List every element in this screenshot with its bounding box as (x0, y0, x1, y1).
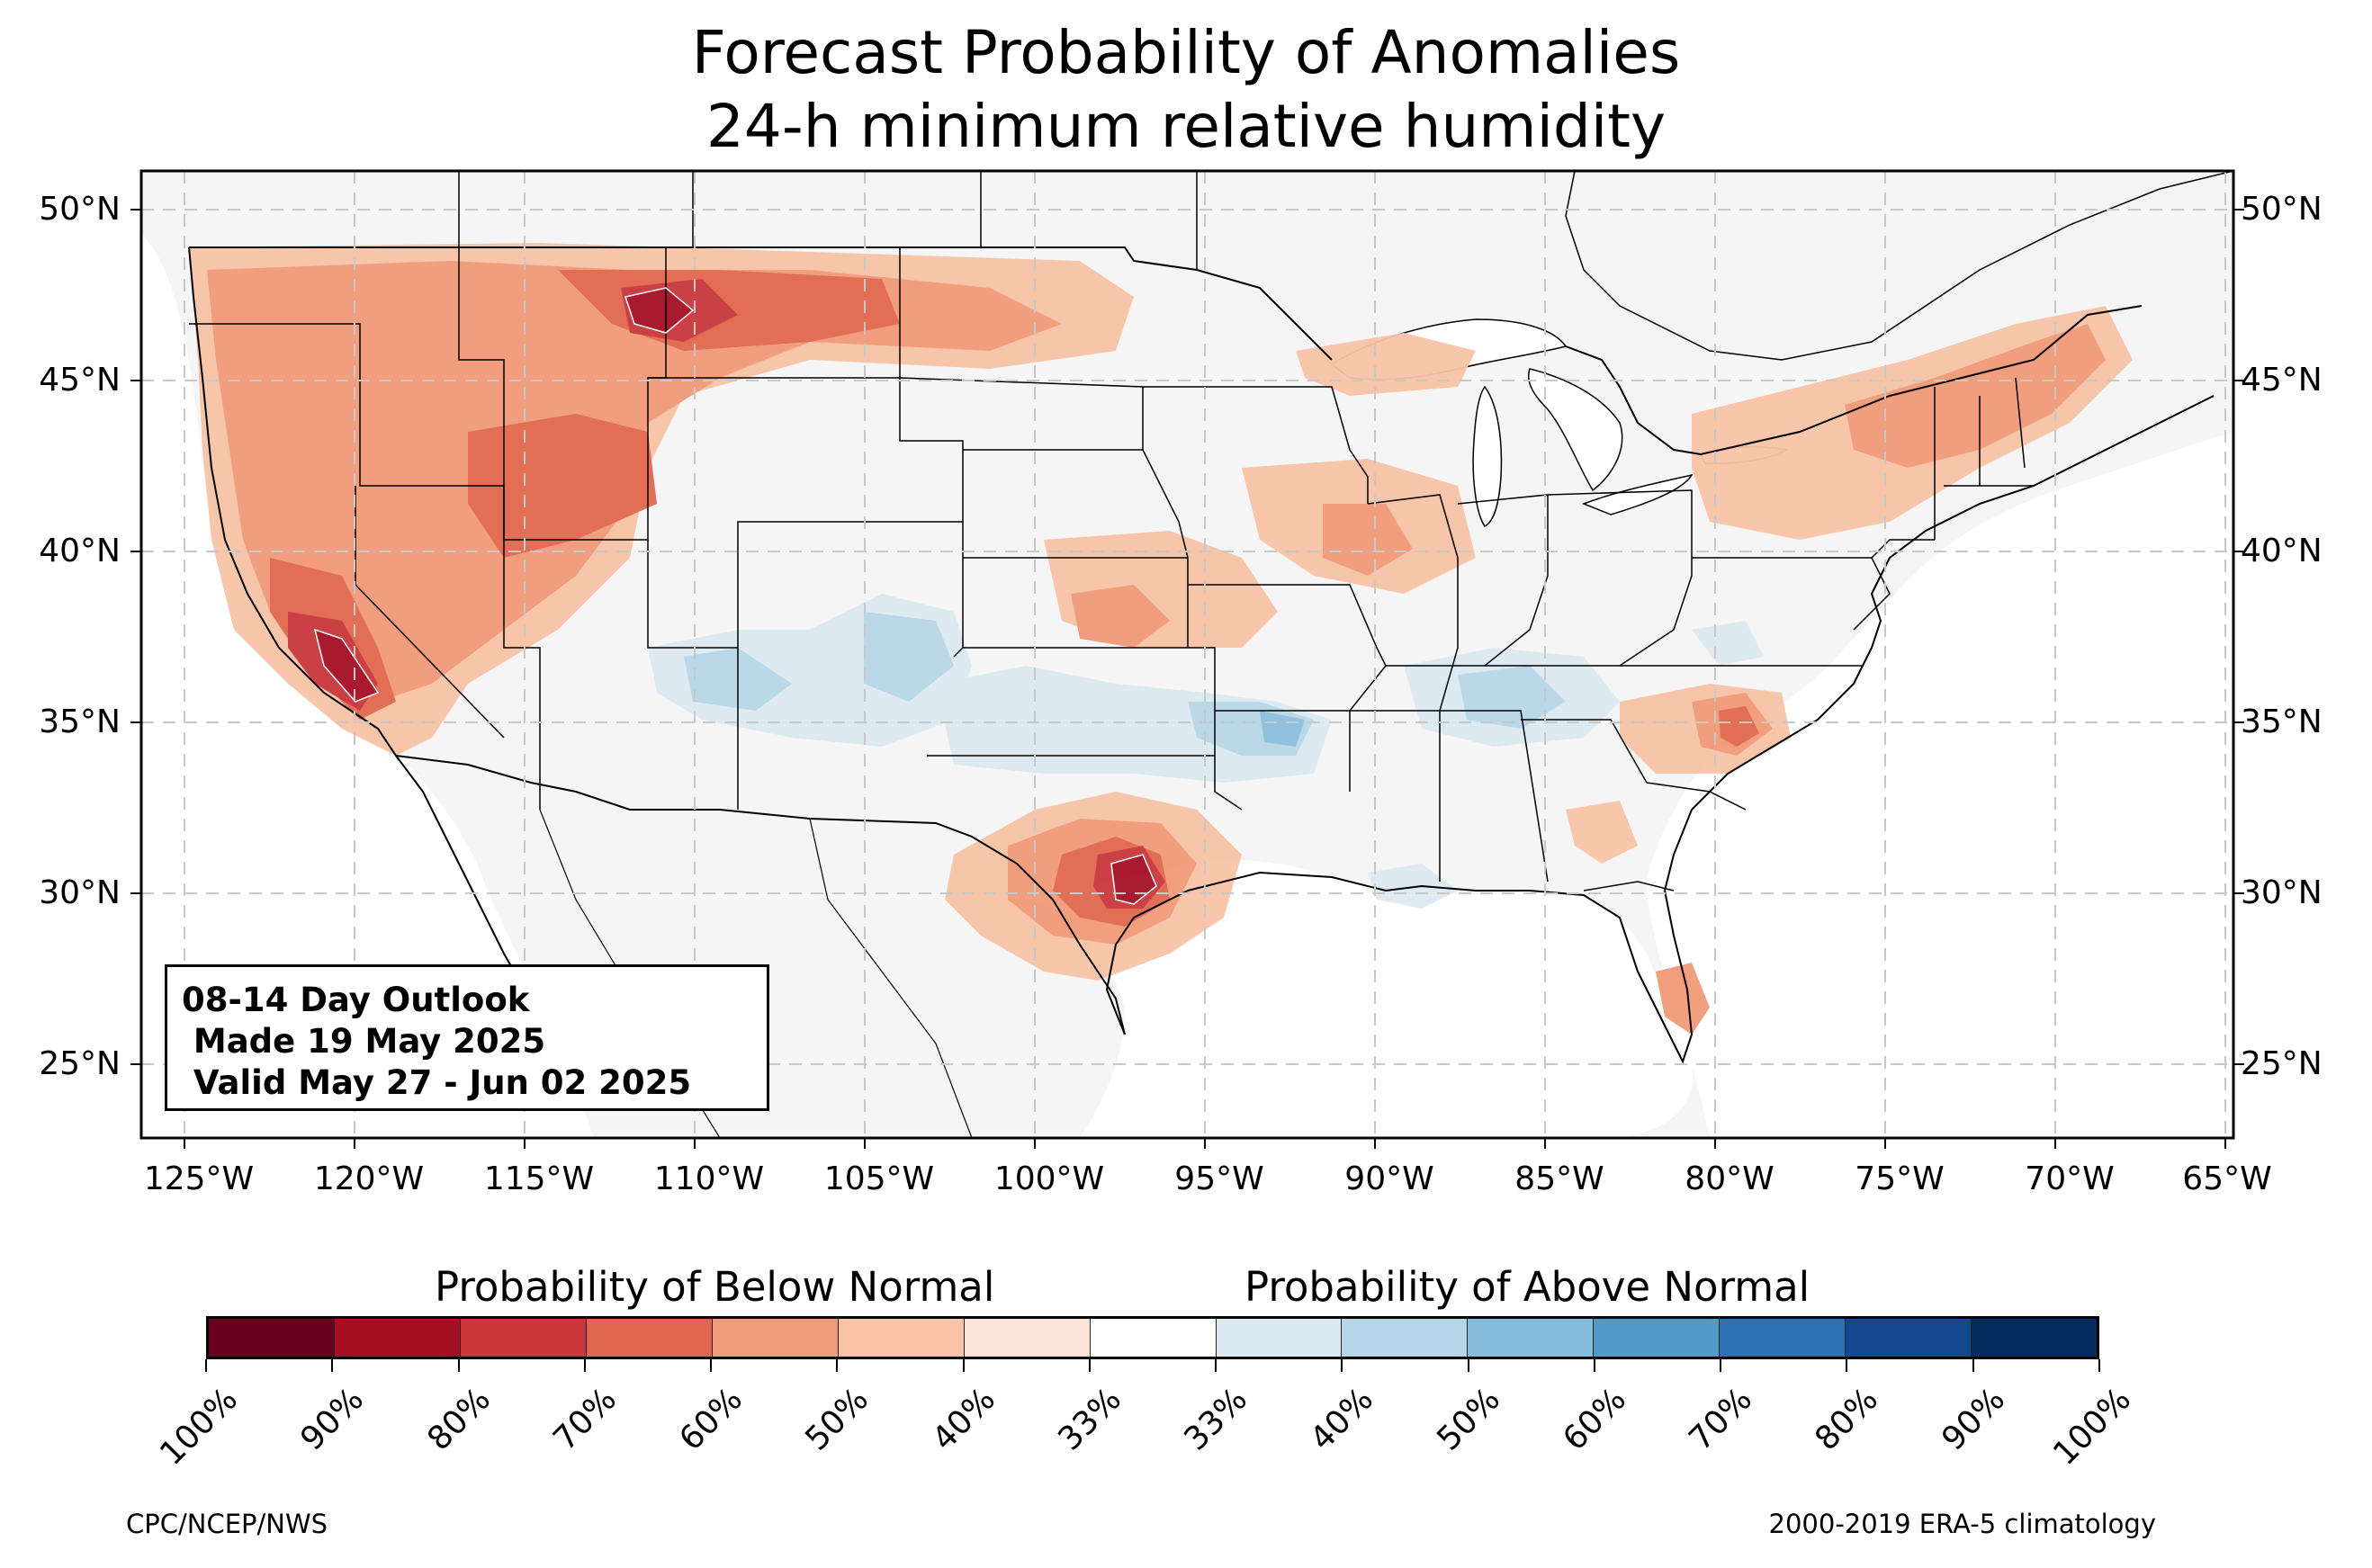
colorbar-tick (2098, 1359, 2100, 1372)
colorbar-tick (1215, 1359, 1217, 1372)
colorbar (206, 1316, 2099, 1359)
colorbar-tick (331, 1359, 334, 1372)
colorbar-segment (1846, 1319, 1972, 1357)
colorbar-tick (1467, 1359, 1469, 1372)
lon-label: 80°W (1685, 1160, 1775, 1197)
outlook-period: 08-14 Day Outlook (182, 981, 530, 1019)
lon-label: 65°W (2182, 1160, 2272, 1197)
lon-label: 75°W (1855, 1160, 1945, 1197)
lat-label-left: 50°N (39, 191, 121, 228)
colorbar-segment (1216, 1319, 1343, 1357)
axis-ticks (130, 209, 2244, 1149)
lat-label-left: 35°N (39, 703, 121, 740)
colorbar-tick (962, 1359, 965, 1372)
east-coast (1664, 395, 2215, 892)
lat-label-left: 30°N (39, 874, 121, 911)
lat-label-right: 50°N (2241, 191, 2323, 228)
lon-label: 95°W (1174, 1160, 1264, 1197)
colorbar-segment (1342, 1319, 1469, 1357)
west-coast (188, 246, 577, 1080)
colorbar-segment (1972, 1319, 2098, 1357)
colorbar-tick (583, 1359, 586, 1372)
lat-label-left: 45°N (39, 362, 121, 399)
outlook-valid-range: Valid May 27 - Jun 02 2025 (182, 1063, 692, 1102)
colorbar-segment (1468, 1319, 1595, 1357)
state-boundaries (189, 247, 2034, 892)
lon-label: 120°W (313, 1160, 425, 1197)
lon-label: 115°W (483, 1160, 595, 1197)
colorbar-below-title: Probability of Below Normal (435, 1263, 995, 1311)
lat-label-right: 45°N (2241, 362, 2323, 399)
lon-label: 110°W (653, 1160, 765, 1197)
lon-label: 105°W (823, 1160, 935, 1197)
outlook-info-box: 08-14 Day Outlook Made 19 May 2025 Valid… (165, 964, 769, 1111)
colorbar-segment (460, 1319, 587, 1357)
pacific-ocean (141, 171, 594, 1138)
lon-label: 100°W (993, 1160, 1105, 1197)
gridlines (141, 171, 2233, 1138)
below-normal-shading (189, 243, 2133, 1035)
colorbar-segment (1720, 1319, 1846, 1357)
colorbar-tick (457, 1359, 460, 1372)
lon-label: 70°W (2025, 1160, 2115, 1197)
lon-label: 85°W (1514, 1160, 1604, 1197)
lat-label-right: 25°N (2241, 1045, 2323, 1082)
lat-label-left: 25°N (39, 1045, 121, 1082)
chart-subtitle: 24-h minimum relative humidity (705, 92, 1667, 161)
colorbar-segment (1594, 1319, 1721, 1357)
colorbar-tick (1341, 1359, 1343, 1372)
lat-label-right: 30°N (2241, 874, 2323, 911)
lake-huron (1528, 368, 1623, 492)
colorbar-tick (710, 1359, 713, 1372)
colorbar-tick (1846, 1359, 1848, 1372)
colorbar-tick (1088, 1359, 1091, 1372)
chart-title: Forecast Probability of Anomalies (691, 18, 1681, 87)
source-credit: CPC/NCEP/NWS (126, 1509, 328, 1539)
lon-label: 90°W (1344, 1160, 1434, 1197)
atlantic-ocean (1647, 432, 2233, 1138)
above-normal-shading (648, 594, 1764, 909)
colorbar-tick (1972, 1359, 1974, 1372)
lake-michigan (1472, 385, 1503, 527)
us-mexico-border (395, 755, 1126, 1035)
colorbar-segment (1090, 1319, 1217, 1357)
colorbar-above-title: Probability of Above Normal (1244, 1263, 1810, 1311)
colorbar-tick (1593, 1359, 1595, 1372)
map-frame (139, 169, 2235, 1140)
lon-label: 125°W (143, 1160, 255, 1197)
outlook-made-date: Made 19 May 2025 (182, 1022, 546, 1061)
colorbar-segment (712, 1319, 839, 1357)
lat-label-left: 40°N (39, 533, 121, 569)
colorbar-segment (586, 1319, 713, 1357)
lat-label-right: 35°N (2241, 703, 2323, 740)
colorbar-tick (1720, 1359, 1722, 1372)
colorbar-segment (334, 1319, 461, 1357)
colorbar-tick (205, 1359, 207, 1372)
colorbar-segment (209, 1319, 335, 1357)
colorbar-tick (836, 1359, 839, 1372)
colorbar-segment (838, 1319, 965, 1357)
gulf-coast (1105, 871, 1694, 1064)
colorbar-segment (964, 1319, 1091, 1357)
lat-label-right: 40°N (2241, 533, 2323, 569)
climatology-note: 2000-2019 ERA-5 climatology (1768, 1509, 2156, 1539)
